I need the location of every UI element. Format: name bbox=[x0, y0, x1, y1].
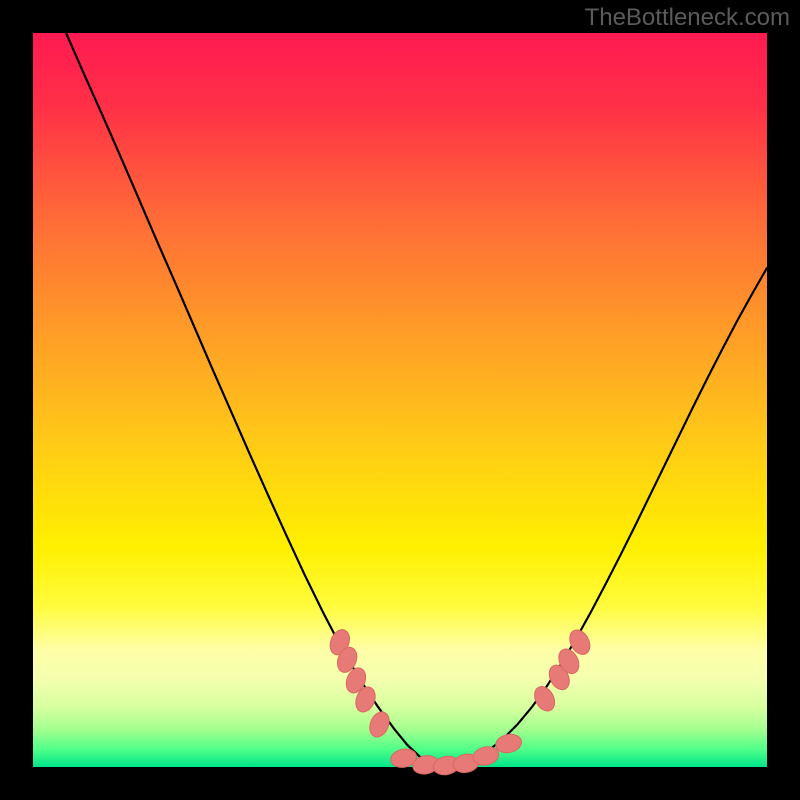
chart-frame: TheBottleneck.com bbox=[0, 0, 800, 800]
plot-background bbox=[33, 33, 767, 767]
bottleneck-chart bbox=[0, 0, 800, 800]
